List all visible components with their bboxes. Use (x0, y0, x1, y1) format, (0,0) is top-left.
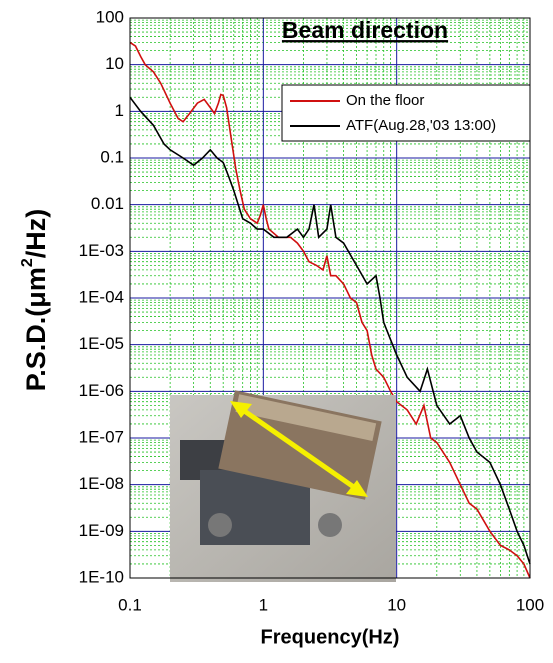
legend-box (281, 84, 531, 142)
y-label-sup: 2 (19, 258, 36, 267)
y-label-part: P.S.D.( (21, 308, 51, 392)
x-tick-label: 1 (259, 595, 268, 614)
photo-inset (170, 390, 396, 582)
legend-label: On the floor (346, 92, 424, 109)
y-tick-label: 0.1 (100, 147, 124, 166)
plot-lines (129, 41, 531, 579)
chart-title: Beam direction (282, 17, 448, 43)
legend-label: ATF(Aug.28,'03 13:00) (346, 117, 496, 134)
y-tick-label: 1E-10 (79, 567, 124, 586)
y-tick-label: 100 (96, 7, 124, 26)
x-tick-label: 0.1 (118, 595, 142, 614)
legend: On the floor ATF(Aug.28,'03 13:00) (281, 84, 531, 142)
y-tick-label: 10 (105, 54, 124, 73)
series-line (129, 96, 531, 565)
y-axis-label: P.S.D.(μm2/Hz) (19, 209, 51, 391)
x-tick-label: 100 (516, 595, 544, 614)
plot-frame (129, 17, 531, 579)
x-tick-label: 10 (387, 595, 406, 614)
x-axis-label: Frequency(Hz) (261, 626, 400, 648)
y-tick-label: 1E-03 (79, 241, 124, 260)
y-tick-label: 1E-06 (79, 381, 124, 400)
y-label-part: /Hz) (21, 209, 51, 259)
series-line (129, 41, 531, 579)
y-tick-label: 1 (115, 101, 124, 120)
y-label-part: μm (21, 267, 51, 308)
y-tick-label: 1E-07 (79, 427, 124, 446)
y-tick-label: 1E-09 (79, 521, 124, 540)
y-tick-label: 1E-08 (79, 474, 124, 493)
y-tick-label: 0.01 (91, 194, 124, 213)
y-tick-label: 1E-05 (79, 334, 124, 353)
y-tick-label: 1E-04 (79, 287, 124, 306)
